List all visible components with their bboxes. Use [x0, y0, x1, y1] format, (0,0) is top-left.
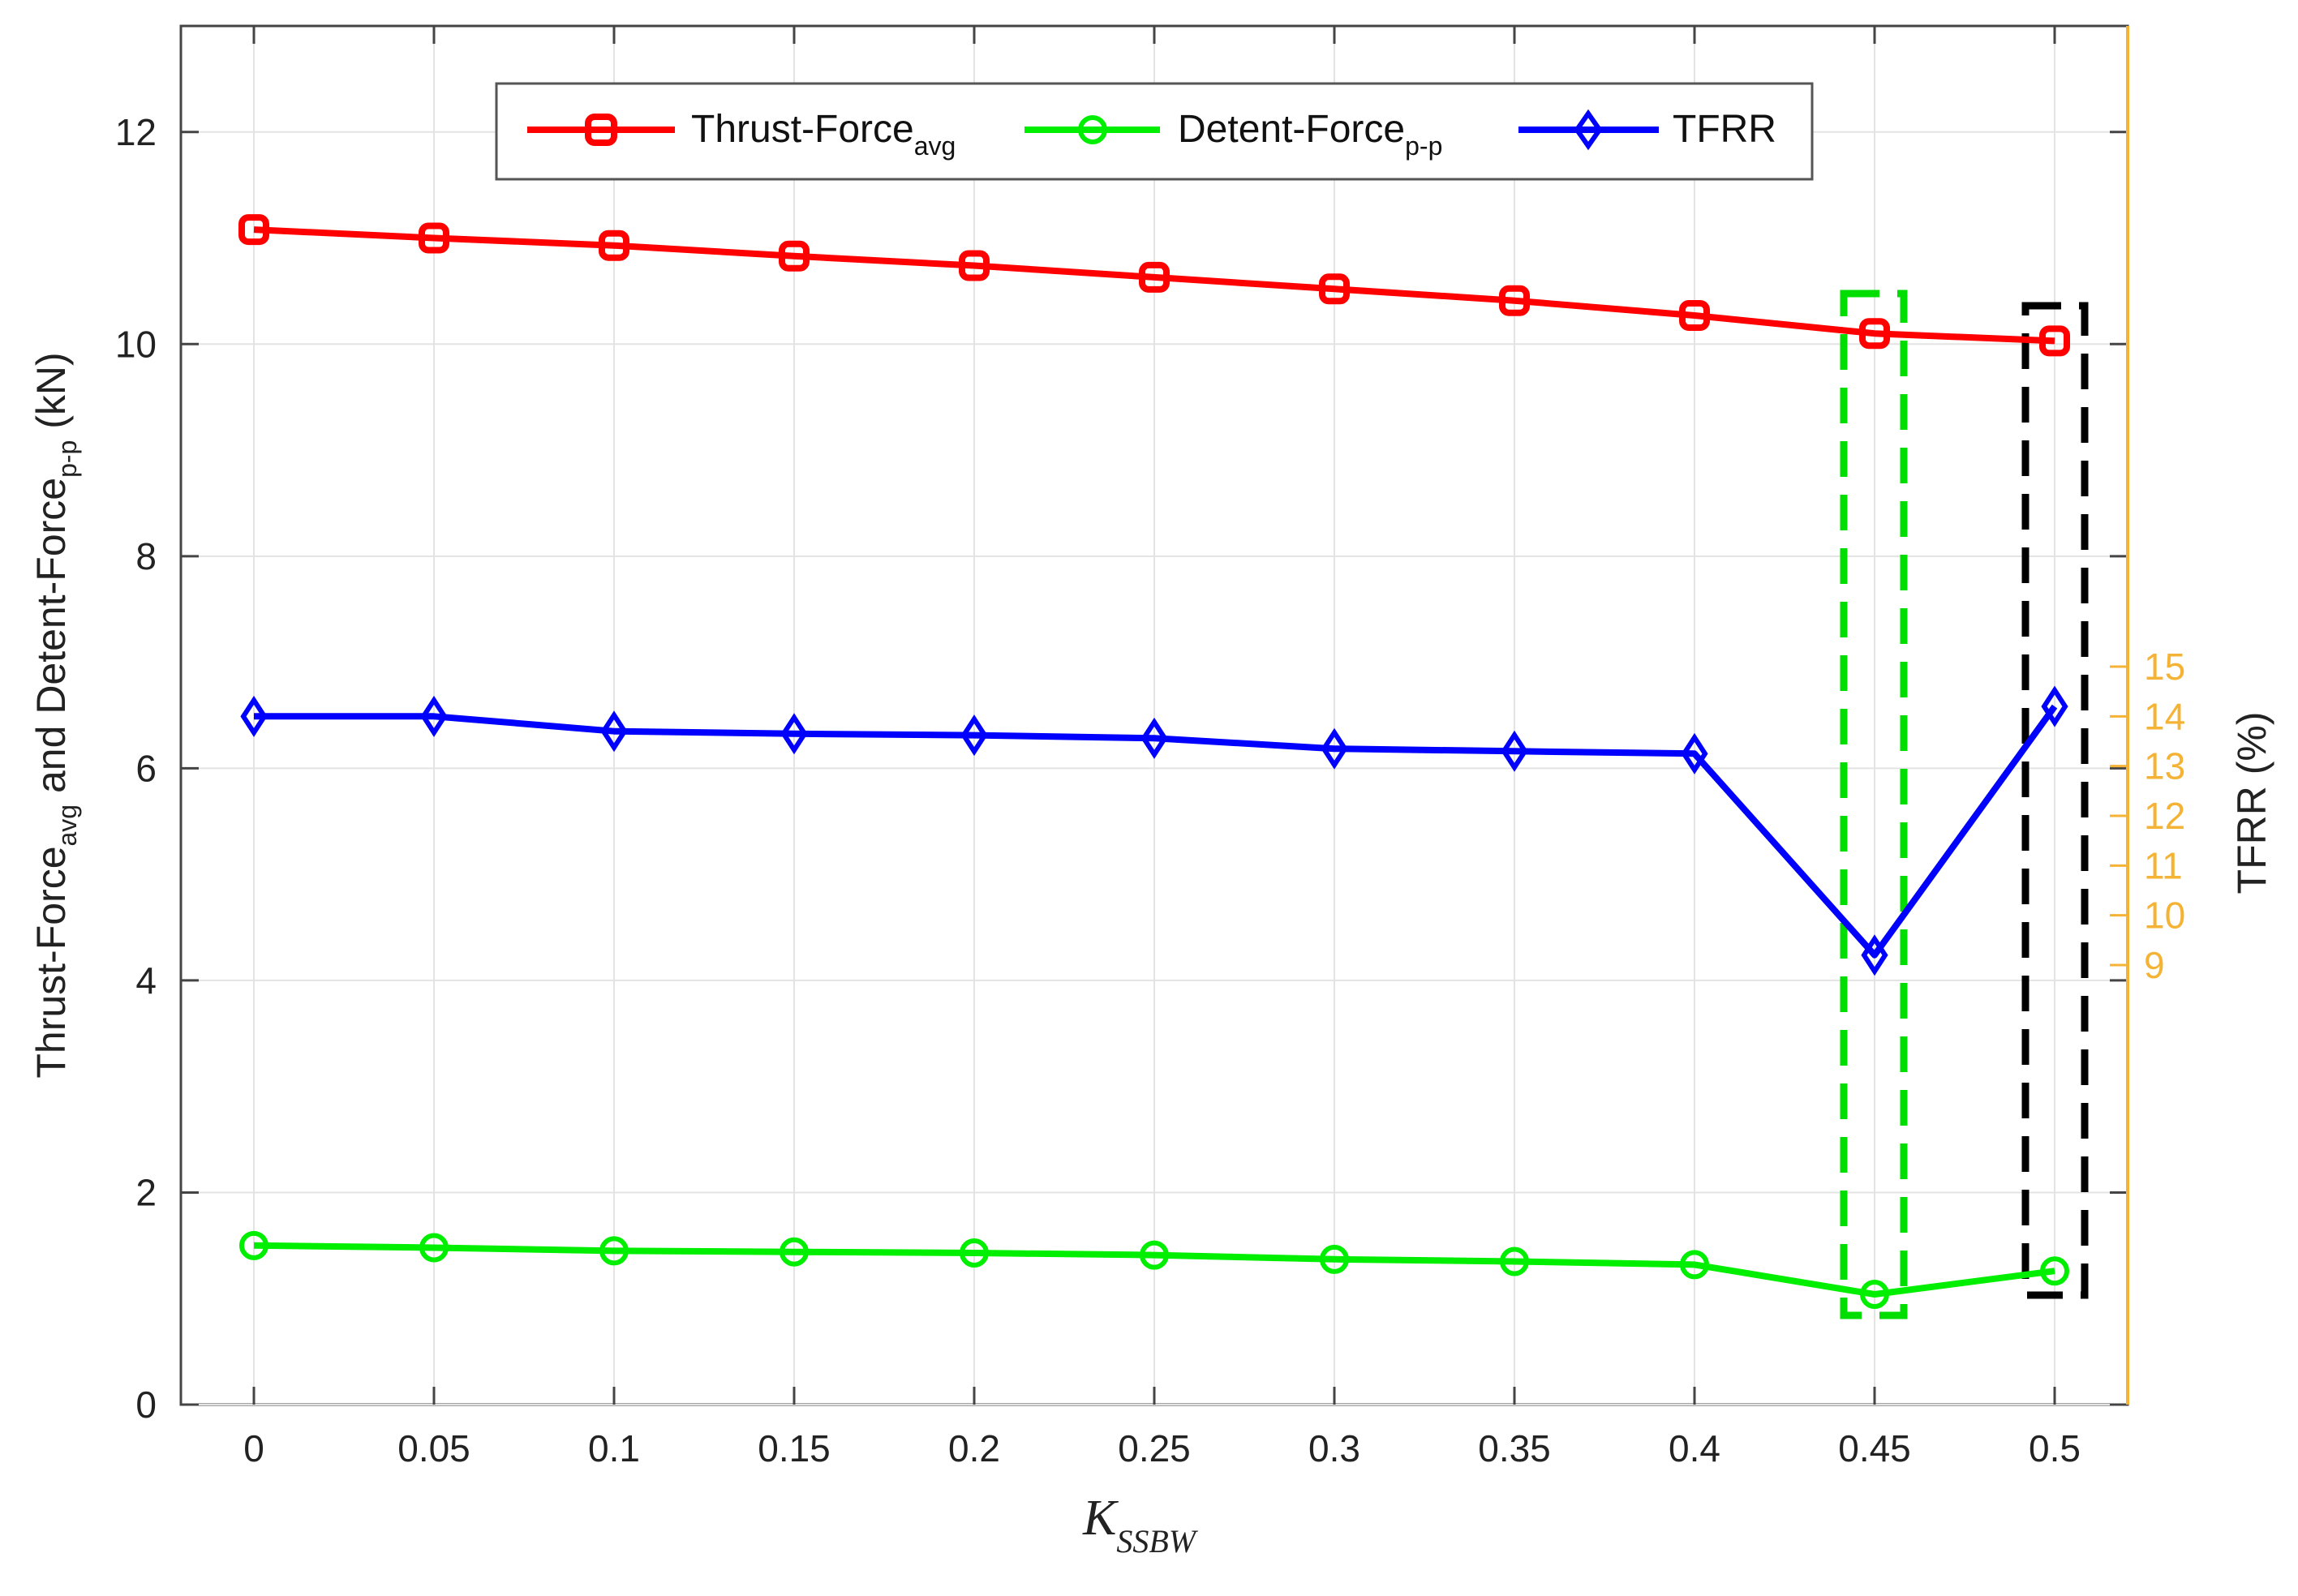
- right-tick-label: 11: [2144, 844, 2183, 886]
- series-line-tfrr: [254, 704, 2058, 959]
- data-point-detent: [780, 1237, 809, 1267]
- data-point-tfrr: [420, 695, 448, 737]
- x-tick-label: 0.4: [1669, 1427, 1720, 1469]
- right-axis-label: TFRR (%): [2229, 712, 2274, 895]
- data-point-thrust: [1319, 273, 1350, 305]
- x-tick-label: 0.15: [758, 1427, 831, 1469]
- data-point-tfrr: [240, 695, 268, 737]
- data-point-tfrr: [1681, 732, 1708, 774]
- x-tick-label: 0.35: [1478, 1427, 1551, 1469]
- data-point-detent: [1500, 1246, 1529, 1276]
- right-axis-title: TFRR (%): [2229, 712, 2274, 895]
- data-point-tfrr: [1321, 727, 1348, 770]
- legend-entry-detent: Detent-Forcep-p: [1024, 108, 1442, 161]
- legend-entry-tfrr: TFRR: [1518, 108, 1776, 151]
- y-tick-label: 2: [135, 1171, 157, 1213]
- data-point-tfrr: [960, 714, 988, 757]
- data-point-detent: [1320, 1244, 1349, 1274]
- svg-text:KSSBW: KSSBW: [1082, 1491, 1199, 1560]
- y-tick-label: 8: [135, 535, 157, 577]
- y-tick-label: 12: [115, 111, 157, 153]
- right-tick-label: 9: [2144, 944, 2165, 986]
- data-point-thrust: [1859, 318, 1890, 350]
- xlabel-sub: SSBW: [1116, 1523, 1198, 1560]
- legend-sub-detent: p-p: [1405, 131, 1442, 161]
- legend-label-detent: Detent-Force: [1178, 108, 1405, 151]
- data-point-tfrr: [1140, 717, 1168, 759]
- data-point-thrust: [419, 222, 449, 254]
- data-point-thrust: [959, 250, 990, 281]
- data-point-thrust: [1139, 261, 1170, 293]
- data-point-tfrr: [780, 713, 808, 755]
- ylabel-sub2: p-p: [53, 440, 82, 478]
- axis-ticks: 0 0.05 0.1 0.15 0.2 0.25 0.3 0.35 0.4 0.45 0.5 0 2 4 6…: [115, 26, 2128, 1469]
- data-point-thrust: [1499, 285, 1530, 316]
- series-lines: [238, 214, 2070, 1309]
- x-tick-label: 0.45: [1838, 1427, 1911, 1469]
- right-tick-label: 14: [2144, 695, 2185, 737]
- legend-label-thrust: Thrust-Force: [691, 108, 914, 151]
- data-point-tfrr: [2041, 685, 2068, 727]
- data-point-detent: [960, 1238, 989, 1268]
- svg-text:Thrust-Forceavg: Thrust-Forceavg: [691, 108, 956, 161]
- data-point-detent: [239, 1230, 268, 1260]
- legend-sub-thrust: avg: [914, 131, 956, 161]
- x-tick-label: 0.1: [588, 1427, 640, 1469]
- x-tick-label: 0: [243, 1427, 264, 1469]
- svg-text:Detent-Forcep-p: Detent-Forcep-p: [1178, 108, 1442, 161]
- series-line-detent: [253, 1242, 2055, 1298]
- highlight-box: [1840, 290, 1908, 1319]
- right-tick-label: 12: [2144, 795, 2185, 837]
- y-tick-label: 6: [135, 747, 157, 789]
- data-point-thrust: [2039, 325, 2070, 357]
- y-axis-title: Thrust-Forceavg and Detent-Forcep-p (kN): [28, 352, 82, 1078]
- x-tick-label: 0.2: [948, 1427, 1000, 1469]
- x-axis-title: KSSBW: [1082, 1491, 1199, 1560]
- data-point-detent: [599, 1236, 629, 1266]
- right-tick-label: 15: [2144, 646, 2185, 688]
- highlight-box: [2021, 302, 2089, 1299]
- data-point-detent: [1140, 1240, 1169, 1270]
- ylabel-part1: Thrust-Force: [28, 846, 74, 1078]
- x-tick-label: 0.25: [1118, 1427, 1191, 1469]
- legend: Thrust-Forceavg Detent-Forcep-p TFRR: [495, 82, 1814, 181]
- ylabel-sub1: avg: [53, 804, 82, 847]
- data-point-thrust: [238, 214, 269, 246]
- data-point-tfrr: [1861, 934, 1888, 976]
- ylabel-part3: (kN): [28, 352, 74, 440]
- y-tick-label: 4: [135, 959, 157, 1002]
- data-point-thrust: [599, 230, 629, 261]
- svg-text:Thrust-Forceavg and Detent-For: Thrust-Forceavg and Detent-Forcep-p (kN): [28, 352, 82, 1078]
- right-tick-label: 13: [2144, 745, 2185, 787]
- y-tick-label: 0: [135, 1384, 157, 1426]
- right-axis: 9 10 11 12 13 14 15: [2110, 26, 2185, 1405]
- right-tick-label: 10: [2144, 895, 2185, 937]
- legend-entry-thrust: Thrust-Forceavg: [527, 108, 956, 161]
- x-tick-label: 0.3: [1308, 1427, 1360, 1469]
- legend-label-tfrr: TFRR: [1673, 108, 1776, 151]
- x-tick-label: 0.5: [2029, 1427, 2081, 1469]
- data-point-detent: [2040, 1256, 2069, 1286]
- x-tick-label: 0.05: [397, 1427, 470, 1469]
- data-point-detent: [1680, 1250, 1709, 1280]
- highlight-boxes: [1840, 290, 2089, 1319]
- data-point-tfrr: [600, 710, 628, 753]
- data-point-thrust: [1679, 300, 1710, 331]
- xlabel-main: K: [1082, 1491, 1119, 1546]
- data-point-detent: [419, 1233, 449, 1263]
- data-point-detent: [1860, 1280, 1889, 1309]
- ylabel-part2: and Detent-Force: [28, 478, 74, 804]
- data-point-tfrr: [1501, 730, 1528, 772]
- data-point-thrust: [779, 240, 810, 272]
- series-line-thrust: [253, 226, 2055, 345]
- y-tick-label: 10: [115, 323, 157, 365]
